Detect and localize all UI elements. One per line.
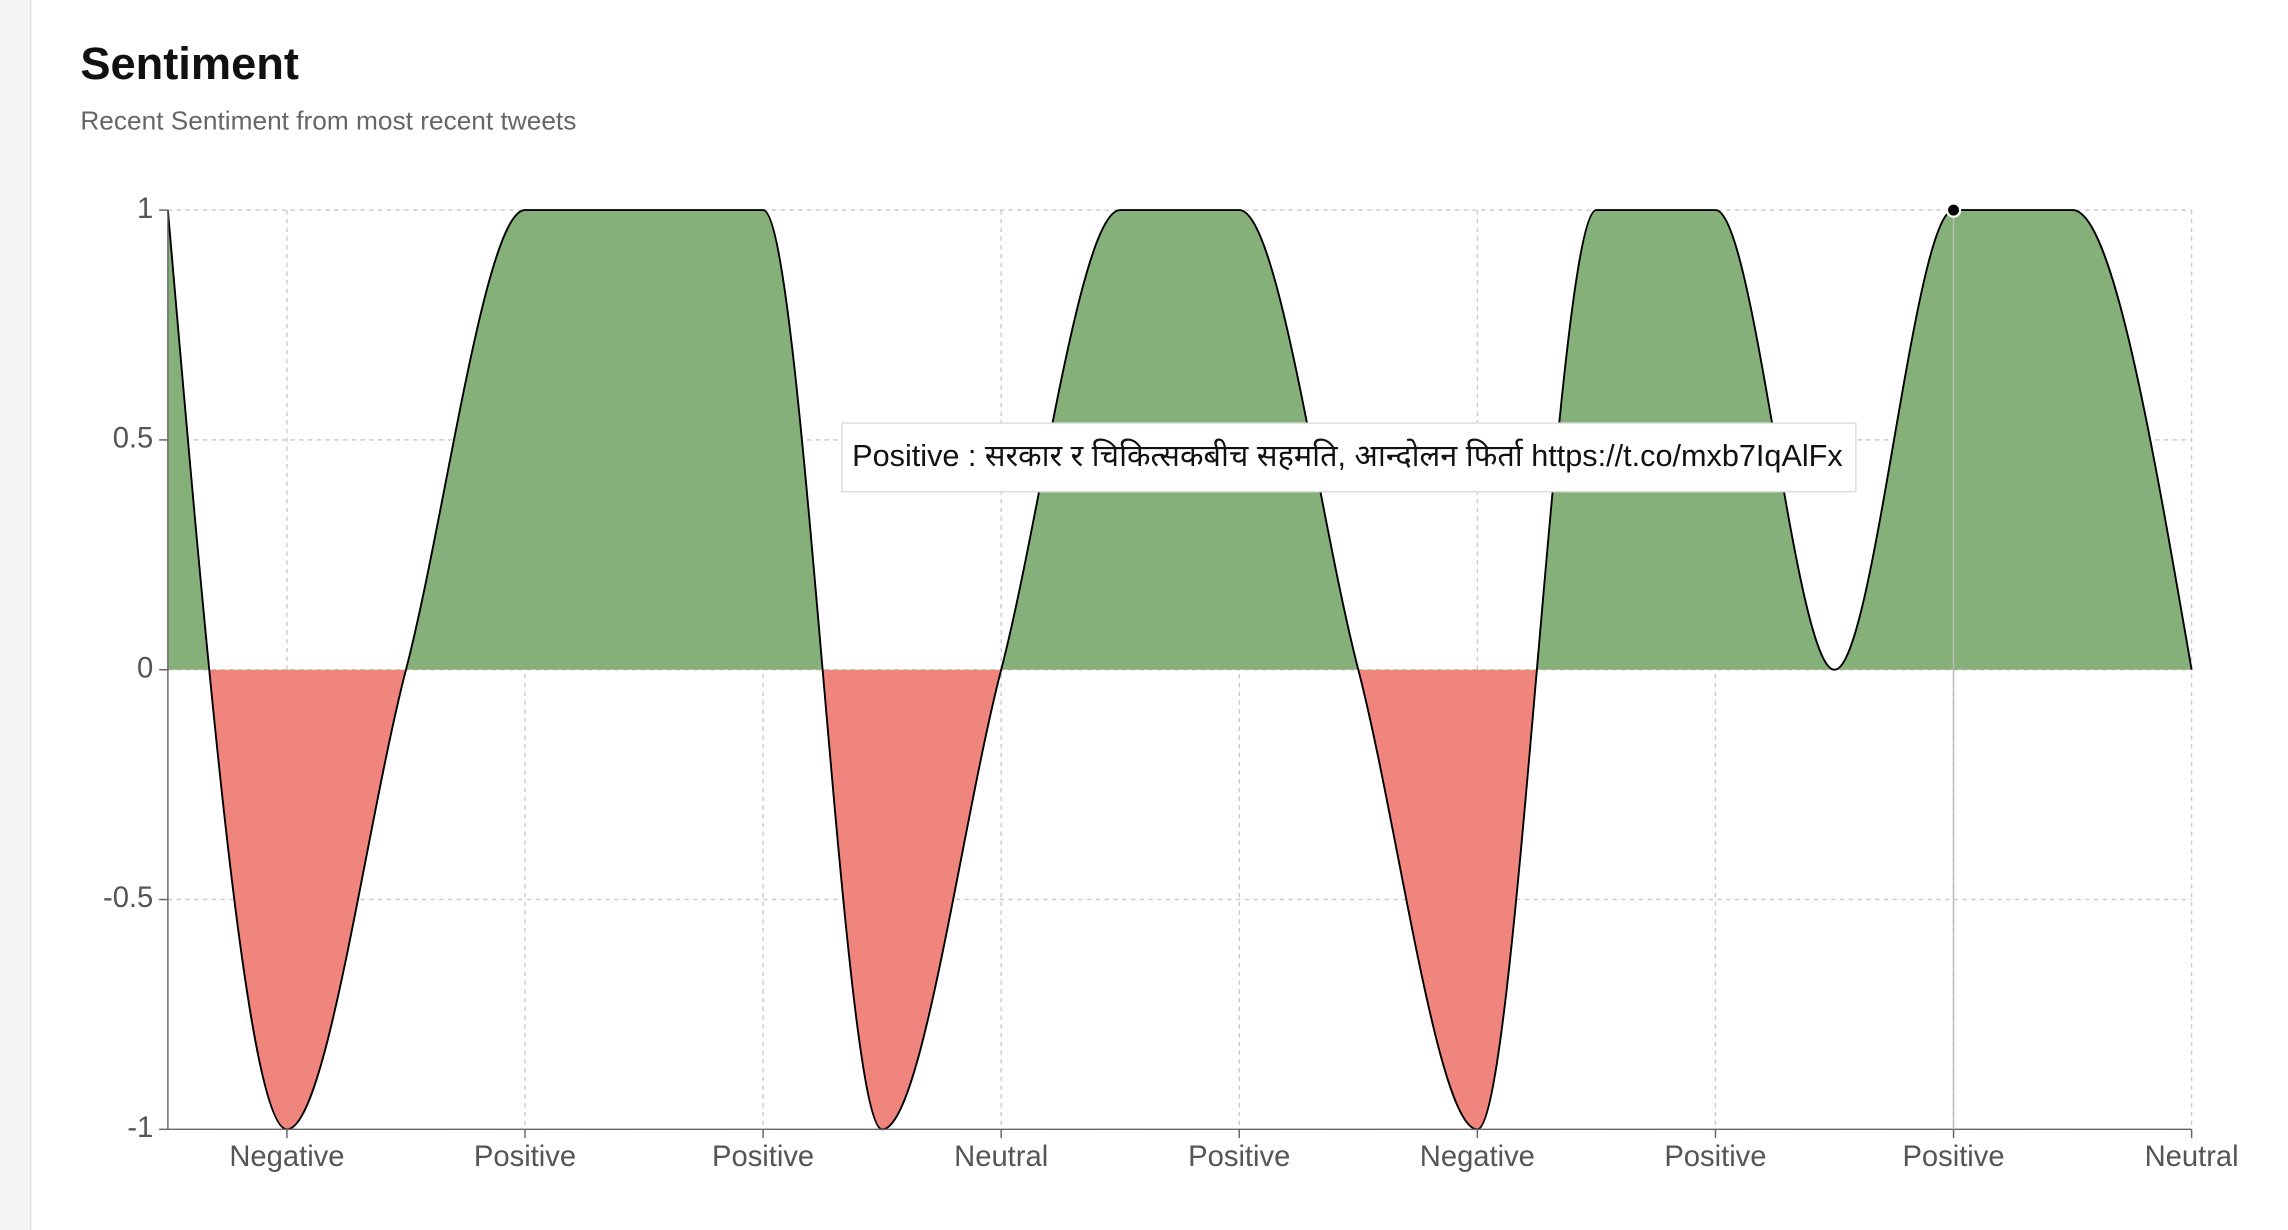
x-tick-label: Negative [229,1141,344,1173]
x-tick-label: Positive [1664,1141,1766,1173]
tooltip-layer: Positive : सरकार र चिकित्सकबीच सहमति, आन… [841,202,1962,1130]
y-tick-label: -0.5 [103,882,153,914]
line [166,209,2193,1131]
y-tick-label: 0.5 [113,423,154,455]
side-strip [0,0,31,1230]
x-tick-label: Positive [474,1141,576,1173]
area-negative [167,669,2192,1130]
x-tick-label: Positive [1188,1141,1290,1173]
x-tick-label: Positive [1902,1141,2004,1173]
hover-dot [1945,202,1962,218]
y-tick-label: -1 [127,1112,153,1144]
x-tick-label: Positive [712,1141,814,1173]
chart-title: Sentiment [80,38,299,89]
x-tick-label: Negative [1420,1141,1535,1173]
chart-subtitle: Recent Sentiment from most recent tweets [80,105,576,135]
x-tick-label: Neutral [2145,1141,2239,1173]
x-tick-label: Neutral [954,1141,1048,1173]
tooltip-text: Positive : सरकार र चिकित्सकबीच सहमति, आन… [852,438,1843,473]
y-tick-label: 1 [137,193,153,225]
tooltip-box [841,422,1857,493]
y-tick-label: 0 [137,652,153,684]
axes: -1 -0.5 0 0.5 1 Negative Positive Positive Neutr… [103,193,2239,1173]
